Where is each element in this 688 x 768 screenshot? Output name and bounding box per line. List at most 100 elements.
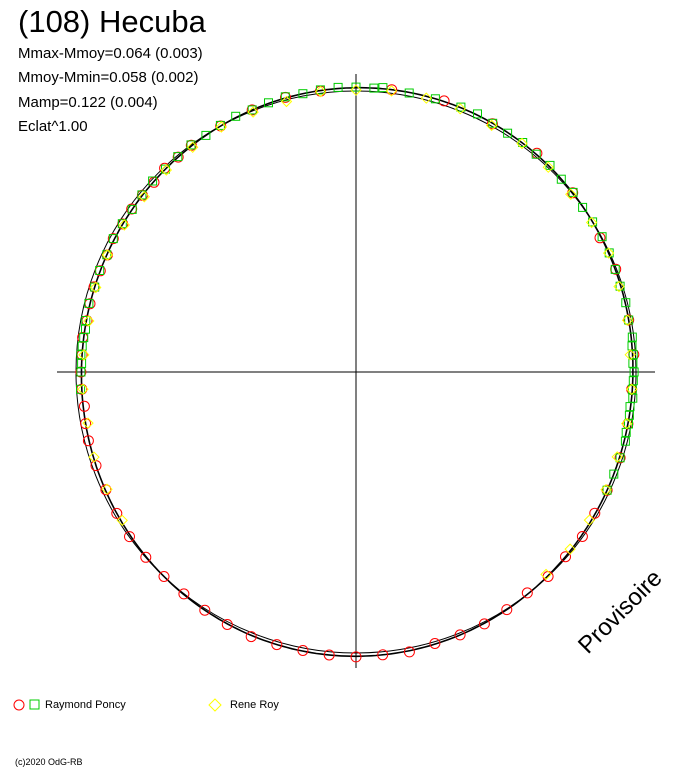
data-point-square: [627, 332, 637, 342]
data-point-circle: [271, 639, 283, 651]
data-point-square: [628, 350, 638, 360]
data-point-square: [108, 234, 118, 244]
data-point-square: [378, 83, 388, 93]
data-point-circle: [501, 604, 513, 616]
data-point-diamond: [83, 315, 95, 327]
data-point-circle: [560, 551, 571, 563]
data-point-square: [173, 152, 183, 162]
stat-amplitude: Mamp=0.122 (0.004): [18, 94, 158, 111]
data-points: [75, 82, 640, 663]
data-point-square: [578, 202, 588, 212]
data-point-square: [148, 176, 158, 186]
data-point-square: [620, 436, 630, 446]
data-point-square: [531, 149, 541, 159]
data-point-diamond: [585, 216, 598, 229]
data-point-circle: [623, 314, 635, 326]
data-point-diamond: [613, 280, 625, 293]
data-point-square: [556, 174, 566, 184]
data-point-square: [545, 160, 555, 170]
data-point-diamond: [247, 106, 259, 118]
data-point-square: [76, 350, 86, 360]
data-point-diamond: [454, 103, 466, 115]
data-point-circle: [124, 531, 135, 543]
stat-mmoy-mmin: Mmoy-Mmin=0.058 (0.002): [18, 69, 199, 86]
data-point-diamond: [602, 247, 615, 259]
data-point-diamond: [540, 568, 552, 581]
data-point-square: [351, 82, 361, 92]
data-point-diamond: [625, 383, 638, 396]
legend-circle-icon: [13, 699, 25, 711]
data-point-diamond: [138, 191, 151, 203]
data-point-circle: [178, 588, 190, 600]
data-point-square: [597, 232, 607, 242]
data-point-circle: [221, 619, 233, 630]
data-point-circle: [246, 104, 258, 116]
data-point-diamond: [385, 85, 398, 97]
data-point-circle: [140, 551, 152, 563]
data-point-diamond: [280, 95, 293, 108]
data-point-circle: [107, 233, 119, 245]
data-point-square: [628, 393, 638, 403]
data-point-circle: [245, 631, 257, 643]
data-point-square: [610, 264, 620, 274]
data-point-diamond: [160, 164, 173, 176]
data-point-square: [404, 88, 414, 98]
data-point-circle: [377, 649, 389, 661]
data-point-square: [473, 109, 482, 119]
legend-markers-roy: [208, 698, 222, 712]
data-point-diamond: [77, 383, 89, 395]
data-point-diamond: [350, 84, 362, 96]
data-point-diamond: [420, 92, 433, 104]
data-point-circle: [454, 629, 466, 641]
data-point-square: [76, 367, 86, 377]
data-point-circle: [614, 452, 626, 464]
data-point-diamond: [186, 141, 199, 154]
data-point-square: [95, 266, 105, 275]
data-point-diamond: [215, 121, 228, 133]
data-point-square: [231, 111, 241, 121]
legend-markers-poncy: [13, 699, 40, 711]
data-point-diamond: [314, 85, 327, 98]
data-point-circle: [350, 651, 362, 663]
data-point-diamond: [118, 219, 131, 231]
data-point-square: [615, 453, 625, 463]
data-point-diamond: [516, 137, 528, 150]
legend-label-roy: Rene Roy: [230, 699, 279, 711]
data-point-square: [621, 298, 631, 308]
data-point-diamond: [116, 514, 128, 527]
data-point-diamond: [101, 483, 113, 495]
data-point-diamond: [90, 281, 102, 294]
data-point-square: [201, 130, 211, 140]
stat-eclat: Eclat^1.00: [18, 118, 88, 135]
data-point-diamond: [611, 451, 623, 463]
data-point-circle: [82, 435, 94, 447]
data-point-circle: [478, 618, 490, 630]
stat-mmax-mmoy: Mmax-Mmoy=0.064 (0.003): [18, 45, 203, 62]
data-point-diamond: [600, 483, 612, 496]
data-point-diamond: [78, 349, 90, 361]
data-point-square: [628, 358, 638, 368]
data-point-square: [76, 384, 86, 394]
data-point-diamond: [485, 119, 498, 132]
data-point-circle: [589, 507, 601, 519]
data-point-circle: [576, 531, 588, 542]
data-point-square: [77, 358, 87, 368]
data-point-circle: [199, 604, 211, 616]
data-point-square: [625, 402, 635, 412]
data-point-circle: [158, 571, 170, 582]
legend-diamond-icon: [208, 698, 222, 712]
data-point-square: [280, 92, 290, 102]
data-point-circle: [521, 587, 533, 599]
data-point-circle: [403, 646, 415, 658]
data-point-square: [624, 410, 634, 420]
data-point-circle: [323, 649, 335, 661]
data-point-diamond: [82, 417, 94, 429]
data-point-diamond: [542, 161, 555, 173]
data-point-diamond: [583, 514, 596, 526]
data-point-circle: [80, 418, 92, 430]
data-point-diamond: [624, 349, 636, 361]
copyright-text: (c)2020 OdG-RB: [15, 757, 83, 767]
data-point-diamond: [101, 249, 114, 261]
data-point-square: [503, 128, 513, 138]
